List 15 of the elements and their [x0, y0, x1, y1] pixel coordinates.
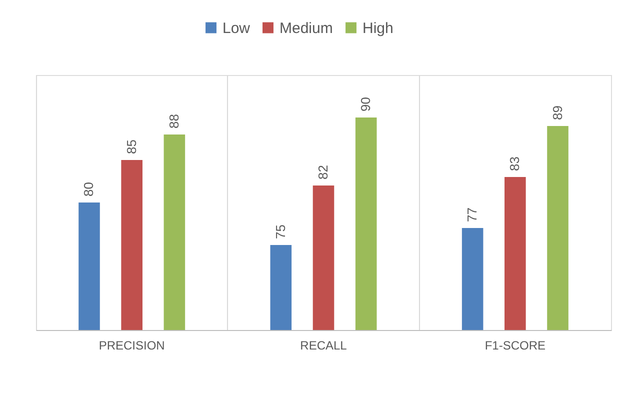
legend-label: High [362, 20, 394, 37]
x-tick-label: PRECISION [98, 338, 165, 352]
data-label: 77 [464, 208, 480, 222]
x-tick-label: F1-SCORE [484, 338, 546, 352]
x-tick-label: RECALL [300, 338, 348, 352]
data-label: 80 [81, 182, 96, 196]
legend-label: Medium [280, 20, 333, 37]
data-label: 88 [166, 114, 182, 128]
data-label: 82 [316, 165, 330, 180]
data-label: 89 [550, 106, 565, 120]
data-label: 75 [272, 224, 288, 239]
data-label: 85 [124, 140, 139, 154]
legend-label: Low [222, 20, 250, 37]
data-label: 90 [358, 97, 374, 112]
data-label: 83 [507, 156, 522, 171]
